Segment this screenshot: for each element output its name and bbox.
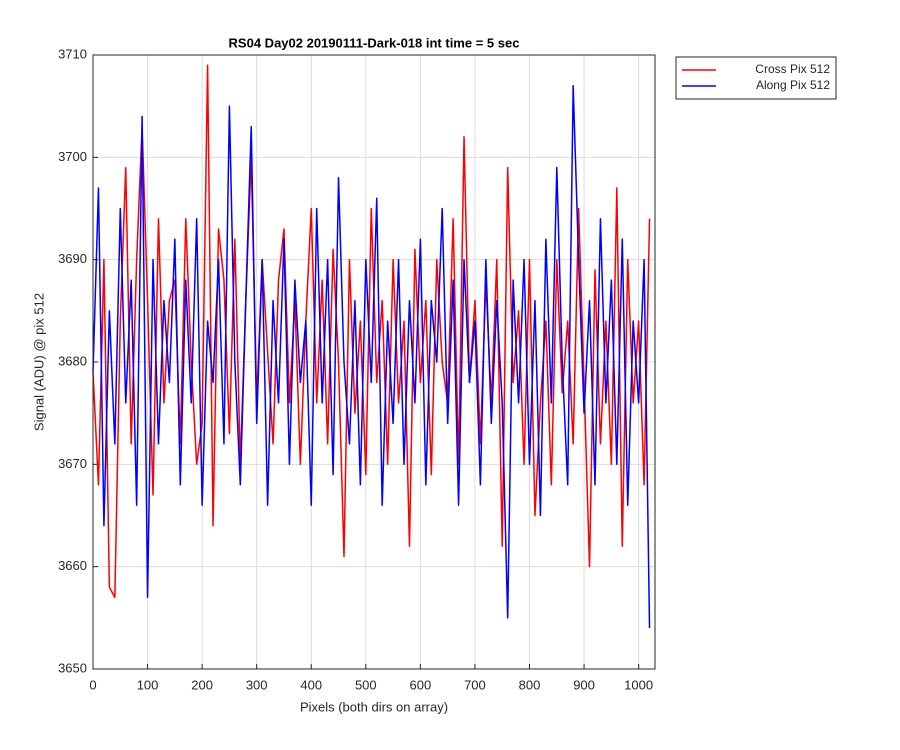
x-tick-label: 800 <box>519 677 541 692</box>
x-tick-label: 200 <box>191 677 213 692</box>
axes-box <box>92 54 656 670</box>
x-tick-label: 100 <box>137 677 159 692</box>
x-tick-label: 0 <box>89 677 96 692</box>
legend-label: Along Pix 512 <box>756 78 830 92</box>
legend-label: Cross Pix 512 <box>755 62 830 76</box>
x-tick-label: 1000 <box>624 677 653 692</box>
y-tick-label: 3700 <box>58 149 87 164</box>
y-tick-label: 3650 <box>58 660 87 675</box>
y-tick-label: 3670 <box>58 456 87 471</box>
x-axis-label: Pixels (both dirs on array) <box>300 699 448 714</box>
legend-box <box>675 56 837 100</box>
chart-title: RS04 Day02 20190111-Dark-018 int time = … <box>229 35 520 50</box>
x-tick-label: 300 <box>246 677 268 692</box>
series-line <box>92 84 651 629</box>
x-tick-label: 900 <box>573 677 595 692</box>
x-tick-label: 500 <box>355 677 377 692</box>
series-line <box>92 64 651 599</box>
x-tick-label: 400 <box>300 677 322 692</box>
y-tick-label: 3680 <box>58 353 87 368</box>
y-axis-label: Signal (ADU) @ pix 512 <box>31 293 46 431</box>
y-tick-label: 3660 <box>58 558 87 573</box>
y-tick-label: 3710 <box>58 46 87 61</box>
y-tick-label: 3690 <box>58 251 87 266</box>
x-tick-label: 600 <box>410 677 432 692</box>
x-tick-label: 700 <box>464 677 486 692</box>
